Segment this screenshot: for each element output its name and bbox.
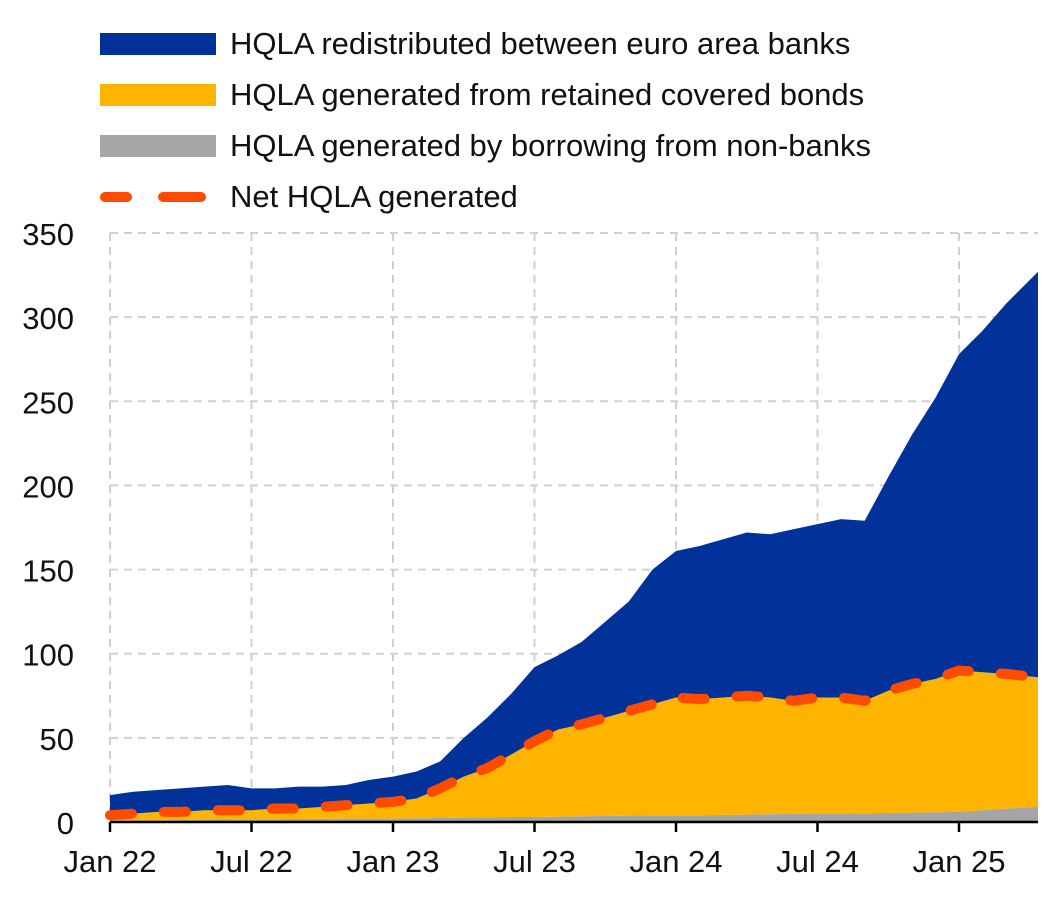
legend-swatch-dashed — [100, 186, 216, 208]
legend-item-covered-bonds: HQLA generated from retained covered bon… — [100, 69, 871, 120]
x-tick-label: Jan 25 — [912, 844, 1005, 879]
y-tick-label: 200 — [22, 469, 74, 504]
area-hqla-redistributed-between-euro-area-banks — [110, 271, 1038, 816]
y-tick-label: 0 — [57, 806, 74, 841]
x-tick-label: Jul 23 — [493, 844, 576, 879]
y-tick-label: 300 — [22, 301, 74, 336]
legend-swatch-gray — [100, 134, 216, 157]
y-tick-label: 150 — [22, 554, 74, 589]
legend-label: Net HQLA generated — [230, 178, 518, 214]
x-tick-label: Jan 23 — [346, 844, 439, 879]
legend: HQLA redistributed between euro area ban… — [100, 18, 871, 222]
x-tick-label: Jan 24 — [629, 844, 722, 879]
legend-swatch-blue — [100, 32, 216, 55]
area-hqla-generated-by-borrowing-from-non-banks — [110, 806, 1038, 822]
x-tick-label: Jul 22 — [210, 844, 293, 879]
legend-item-non-banks: HQLA generated by borrowing from non-ban… — [100, 120, 871, 171]
area-hqla-generated-from-retained-covered-bonds — [110, 670, 1038, 821]
y-tick-label: 50 — [40, 722, 74, 757]
legend-label: HQLA generated by borrowing from non-ban… — [230, 127, 872, 163]
legend-item-redistributed: HQLA redistributed between euro area ban… — [100, 18, 871, 69]
y-tick-label: 100 — [22, 638, 74, 673]
x-tick-label: Jan 22 — [63, 844, 156, 879]
y-tick-label: 350 — [22, 217, 74, 252]
legend-label: HQLA generated from retained covered bon… — [230, 76, 865, 112]
legend-label: HQLA redistributed between euro area ban… — [230, 25, 851, 61]
y-tick-label: 250 — [22, 385, 74, 420]
legend-item-net: Net HQLA generated — [100, 171, 871, 222]
legend-swatch-yellow — [100, 83, 216, 106]
x-tick-label: Jul 24 — [776, 844, 859, 879]
